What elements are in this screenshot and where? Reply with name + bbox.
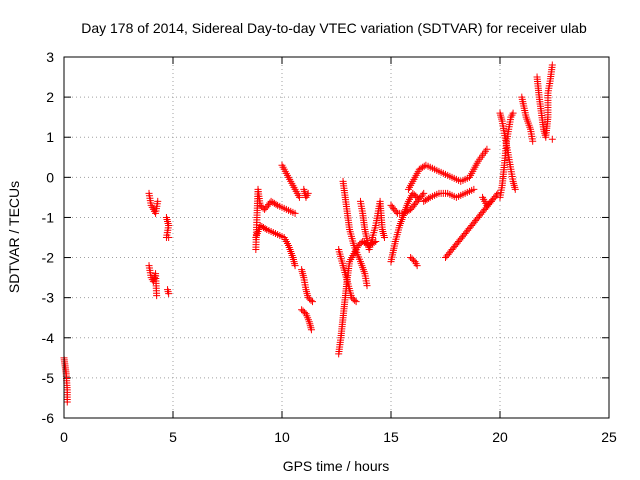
x-tick-label: 20 — [492, 429, 508, 445]
data-point — [372, 238, 380, 246]
data-point — [272, 200, 280, 208]
data-point — [165, 234, 173, 241]
data-point — [413, 262, 421, 270]
data-point — [307, 296, 315, 304]
data-point — [363, 282, 371, 290]
x-tick-label: 15 — [383, 429, 399, 445]
data-point — [307, 326, 315, 334]
data-point — [470, 185, 478, 193]
y-tick-label: -6 — [42, 410, 55, 426]
y-tick-label: 3 — [46, 49, 54, 65]
data-point — [425, 194, 433, 202]
x-tick-label: 0 — [60, 429, 68, 445]
data-point — [165, 290, 173, 298]
chart-title: Day 178 of 2014, Sidereal Day-to-day VTE… — [81, 20, 587, 36]
data-point — [291, 262, 299, 270]
y-tick-label: -1 — [42, 209, 55, 225]
data-points — [60, 61, 556, 406]
data-point — [412, 192, 420, 200]
y-tick-label: -3 — [42, 290, 55, 306]
data-point — [351, 296, 359, 304]
y-tick-label: 2 — [46, 89, 54, 105]
data-point — [295, 193, 303, 201]
data-point — [529, 137, 537, 145]
x-tick-label: 5 — [169, 429, 177, 445]
data-point — [509, 109, 517, 117]
y-tick-label: -2 — [42, 250, 55, 266]
y-axis-label: SDTVAR / TECUs — [6, 181, 22, 293]
data-point — [291, 209, 299, 217]
data-point — [153, 292, 161, 300]
data-point — [548, 61, 556, 69]
y-tick-label: 0 — [46, 169, 54, 185]
data-point — [486, 199, 494, 207]
y-tick-label: -4 — [42, 330, 55, 346]
data-point — [309, 298, 317, 306]
data-point — [483, 145, 491, 153]
y-tick-label: -5 — [42, 370, 55, 386]
data-point — [352, 298, 360, 306]
data-point — [548, 135, 556, 143]
data-point — [380, 234, 388, 241]
data-point — [154, 197, 162, 205]
data-point — [418, 191, 426, 199]
data-point — [511, 185, 519, 193]
grid — [64, 57, 609, 418]
x-tick-label: 25 — [601, 429, 617, 445]
y-tick-label: 1 — [46, 129, 54, 145]
data-point — [261, 224, 269, 232]
data-point — [420, 189, 428, 197]
data-point — [304, 189, 312, 197]
data-point — [63, 398, 71, 406]
x-tick-label: 10 — [274, 429, 290, 445]
data-point — [392, 208, 400, 216]
plot-frame — [63, 56, 610, 419]
x-axis-label: GPS time / hours — [283, 458, 390, 474]
data-point — [487, 197, 495, 205]
